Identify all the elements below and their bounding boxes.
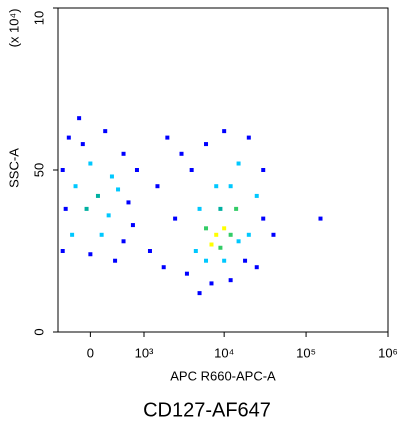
event-dot [60, 168, 65, 172]
event-dot [218, 245, 223, 250]
event-dot [60, 249, 65, 253]
event-dot [243, 258, 248, 263]
event-dot [197, 291, 202, 296]
y-tick-label: 10 [31, 11, 46, 25]
event-dot [165, 135, 170, 140]
event-dot [271, 232, 276, 237]
event-dot [222, 226, 227, 231]
event-dot [218, 206, 223, 211]
caption: CD127-AF647 [143, 399, 271, 421]
event-dot [209, 281, 214, 286]
x-axis-title: APC R660-APC-A [170, 368, 276, 383]
event-dot [80, 142, 85, 147]
event-dot [197, 206, 202, 211]
event-dot [254, 265, 259, 270]
event-dot [234, 206, 239, 211]
event-dot [204, 258, 209, 263]
x-tick-label: 10³ [135, 345, 154, 360]
event-dot [228, 232, 233, 237]
y-tick-label: 50 [31, 163, 46, 177]
x-tick-label: 10⁶ [378, 345, 398, 360]
event-dot [214, 232, 219, 237]
event-dot [106, 213, 111, 218]
event-dot [228, 184, 233, 189]
event-dot [184, 271, 189, 276]
x-tick-label: 0 [87, 345, 94, 360]
event-dot [228, 278, 233, 283]
y-axis-title: SSC-A [6, 148, 21, 188]
event-dot [189, 168, 194, 172]
event-dot [214, 184, 219, 189]
event-dot [193, 249, 198, 253]
event-dot [116, 187, 121, 192]
event-dot [204, 142, 209, 147]
event-dot [179, 151, 184, 156]
y-tick-label: 0 [31, 328, 46, 335]
event-dot [261, 216, 266, 221]
event-dot [254, 193, 259, 198]
event-dot [222, 258, 227, 263]
event-dot [70, 232, 75, 237]
event-dot [103, 129, 108, 134]
event-dot [99, 232, 104, 237]
event-dot [121, 239, 126, 244]
event-dot [63, 206, 68, 211]
x-tick-label: 10⁴ [214, 345, 234, 360]
event-dot [77, 116, 82, 121]
event-dot [109, 174, 114, 179]
event-dot [121, 151, 126, 156]
event-dot [236, 239, 241, 244]
event-dot [113, 258, 118, 263]
event-dot [126, 200, 131, 205]
event-dot [155, 184, 160, 189]
plot-frame [57, 7, 389, 333]
event-dot [318, 216, 323, 221]
event-dot [95, 193, 100, 198]
y-axis-unit: (x 10⁴) [6, 9, 21, 48]
event-dot [246, 232, 251, 237]
event-dot [130, 223, 135, 228]
event-dot [134, 168, 139, 172]
event-dot [88, 252, 93, 257]
event-dot [209, 242, 214, 247]
event-dot [261, 168, 266, 172]
event-dot [204, 226, 209, 231]
event-dot [173, 216, 178, 221]
event-dot [246, 135, 251, 140]
event-dot [147, 249, 152, 253]
event-dot [66, 135, 71, 140]
event-dot [73, 184, 78, 189]
event-dot [222, 129, 227, 134]
event-dot [88, 161, 93, 166]
event-dot [84, 206, 89, 211]
event-dot [236, 161, 241, 166]
event-dot [161, 265, 166, 270]
x-tick-label: 10⁵ [296, 345, 316, 360]
